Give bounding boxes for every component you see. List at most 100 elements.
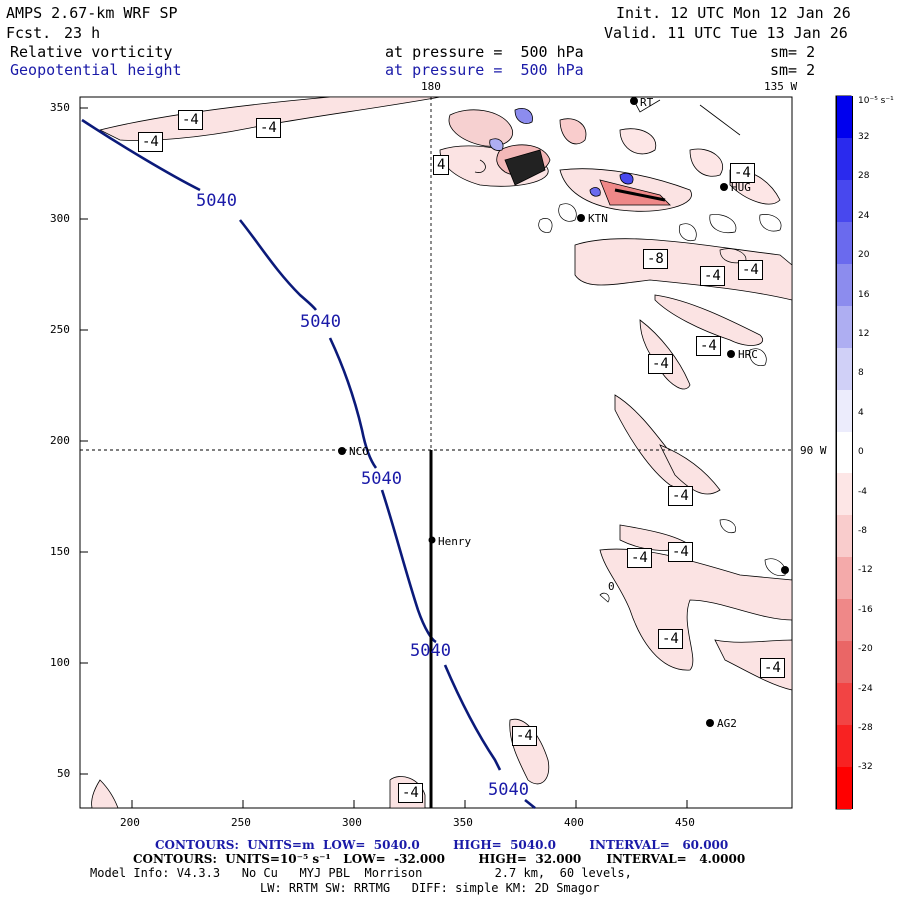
- colorbar-cell: [836, 641, 853, 684]
- colorbar-label: -32: [858, 762, 873, 773]
- colorbar-label: -4: [858, 486, 867, 497]
- vorticity-label: -4: [760, 658, 785, 678]
- colorbar-cell: [836, 473, 853, 516]
- height-label-5: 5040: [488, 780, 529, 800]
- footer-model-info2: LW: RRTM SW: RRTMG DIFF: simple KM: 2D S…: [260, 881, 600, 895]
- height-label-2: 5040: [300, 312, 341, 332]
- station-ag2: AG2: [717, 717, 737, 730]
- vorticity-label: -4: [668, 542, 693, 562]
- station-nco: NCO: [349, 445, 369, 458]
- colorbar-label: 12: [858, 329, 870, 339]
- height-label-3: 5040: [361, 469, 402, 489]
- vorticity-label: -8: [643, 249, 668, 269]
- colorbar-unit: 10⁻⁵ s⁻¹: [858, 96, 894, 106]
- y-tick-250: 250: [50, 323, 70, 336]
- colorbar-cell: [836, 137, 853, 180]
- footer-contours-vort: CONTOURS: UNITS=10⁻⁵ s⁻¹ LOW= -32.000 HI…: [133, 852, 746, 866]
- vorticity-label: -4: [256, 118, 281, 138]
- colorbar-cell: [836, 557, 853, 600]
- colorbar-cell: [836, 683, 853, 726]
- colorbar-label: 4: [858, 407, 864, 418]
- colorbar-label: -24: [858, 683, 873, 694]
- colorbar-cell: [836, 431, 853, 474]
- colorbar-cell: [836, 347, 853, 390]
- colorbar-label: 0: [858, 447, 864, 458]
- valid-time: Valid. 11 UTC Tue 13 Jan 26: [604, 24, 848, 42]
- forecast-hour: 23 h: [64, 24, 101, 42]
- lon-label-135w: 135 W: [764, 80, 798, 93]
- colorbar-cell: [836, 221, 853, 264]
- field2-sm: sm= 2: [770, 61, 816, 79]
- colorbar-label: -28: [858, 723, 873, 733]
- field1-sm: sm= 2: [770, 43, 816, 61]
- colorbar-label: -12: [858, 565, 873, 576]
- vorticity-label: -4: [178, 110, 203, 130]
- station-rt: RT: [640, 96, 654, 109]
- colorbar-cell: [836, 96, 853, 138]
- footer-model-info: Model Info: V4.3.3 No Cu MYJ PBL Morriso…: [90, 866, 632, 880]
- colorbar-cell: [836, 305, 853, 348]
- axis-ticks: [80, 107, 688, 808]
- x-tick-350: 350: [453, 816, 473, 829]
- station-hug: HUG: [731, 181, 751, 194]
- colorbar-cell: [836, 179, 853, 222]
- colorbar-label: 32: [858, 132, 870, 142]
- station-markers: [338, 97, 789, 727]
- y-tick-150: 150: [50, 545, 70, 558]
- x-tick-200: 200: [120, 816, 140, 829]
- height-label-4: 5040: [410, 641, 451, 661]
- height-label-1: 5040: [196, 191, 237, 211]
- colorbar-cell: [836, 515, 853, 558]
- vorticity-label: -4: [658, 629, 683, 649]
- colorbar-label: -20: [858, 644, 873, 655]
- colorbar-cell: [836, 599, 853, 642]
- forecast-label: Fcst.: [6, 24, 52, 42]
- y-tick-50: 50: [57, 767, 71, 780]
- station-henry: Henry: [438, 535, 472, 548]
- colorbar-label: 28: [858, 171, 870, 182]
- y-tick-350: 350: [50, 101, 70, 114]
- init-time: Init. 12 UTC Mon 12 Jan 26: [616, 4, 851, 22]
- vorticity-label: -4: [668, 486, 693, 506]
- colorbar-cell: [836, 389, 853, 432]
- vorticity-label: -4: [512, 726, 537, 746]
- station-ktn: KTN: [588, 212, 608, 225]
- colorbar-label: -16: [858, 604, 873, 615]
- colorbar-cell: [836, 263, 853, 306]
- map-frame: [79, 96, 793, 809]
- x-tick-250: 250: [231, 816, 251, 829]
- vorticity-label: -4: [730, 163, 755, 183]
- vorticity-label: 4: [433, 155, 450, 175]
- lon-label-90w: 90 W: [800, 444, 827, 457]
- colorbar-label: -8: [858, 526, 867, 536]
- x-tick-400: 400: [564, 816, 584, 829]
- vorticity-label: -4: [398, 783, 423, 803]
- vorticity-label: -4: [696, 336, 721, 356]
- field1-pressure: at pressure = 500 hPa: [385, 43, 584, 61]
- lon-label-180: 180: [421, 80, 441, 93]
- footer-contours-height: CONTOURS: UNITS=m LOW= 5040.0 HIGH= 5040…: [155, 838, 729, 852]
- field1-name: Relative vorticity: [10, 43, 173, 61]
- colorbar-cell: [836, 725, 853, 768]
- x-tick-450: 450: [675, 816, 695, 829]
- vorticity-label: -4: [648, 354, 673, 374]
- vorticity-label: -4: [738, 260, 763, 280]
- vorticity-label: 0: [608, 580, 615, 593]
- vorticity-label: -4: [700, 266, 725, 286]
- colorbar-label: 16: [858, 289, 870, 300]
- colorbar-cell: [836, 767, 853, 809]
- vorticity-label: -4: [627, 548, 652, 568]
- y-tick-200: 200: [50, 434, 70, 447]
- colorbar-label: 24: [858, 210, 870, 221]
- field2-name: Geopotential height: [10, 61, 182, 79]
- vorticity-label: -4: [138, 132, 163, 152]
- y-tick-300: 300: [50, 212, 70, 225]
- colorbar-label: 8: [858, 368, 864, 379]
- station-hrc: HRC: [738, 348, 758, 361]
- colorbar-label: 20: [858, 250, 870, 261]
- field2-pressure: at pressure = 500 hPa: [385, 61, 584, 79]
- y-tick-100: 100: [50, 656, 70, 669]
- x-tick-300: 300: [342, 816, 362, 829]
- model-title: AMPS 2.67-km WRF SP: [6, 4, 178, 22]
